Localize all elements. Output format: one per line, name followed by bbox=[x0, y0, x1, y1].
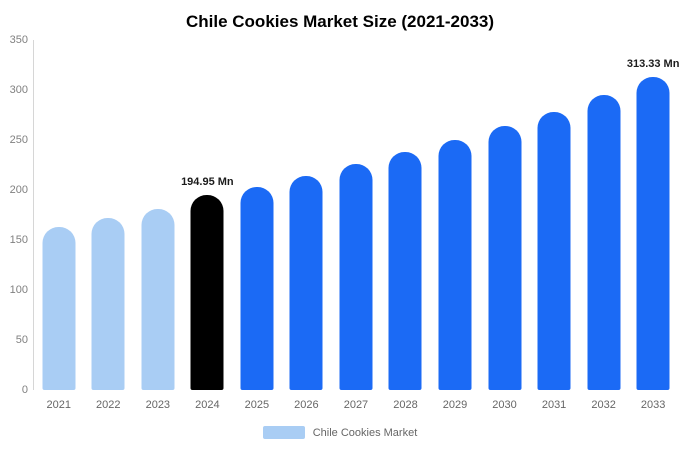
y-axis-tick-label: 300 bbox=[9, 84, 28, 96]
bar-slot bbox=[133, 40, 183, 390]
x-axis-label: 2029 bbox=[442, 399, 468, 411]
bar-2029[interactable] bbox=[438, 140, 472, 390]
bar-slot: 194.95 Mn bbox=[181, 40, 234, 390]
x-axis-labels: 2021 2022 2023 2024 2025 2026 2027 2028 2029 2030… bbox=[34, 399, 678, 411]
bar-slot bbox=[282, 40, 332, 390]
bar-2027[interactable] bbox=[339, 164, 373, 390]
bar-2021[interactable] bbox=[42, 227, 76, 390]
y-axis-tick-label: 150 bbox=[9, 234, 28, 246]
bar-slot bbox=[331, 40, 381, 390]
bar-slot: 313.33 Mn bbox=[626, 40, 680, 390]
x-axis-label: 2024 bbox=[195, 399, 220, 411]
bar-slot bbox=[430, 40, 480, 390]
x-axis-label: 2032 bbox=[591, 399, 616, 411]
chart-title: Chile Cookies Market Size (2021-2033) bbox=[185, 12, 495, 31]
bar-slot bbox=[84, 40, 134, 390]
bar-2023[interactable] bbox=[141, 209, 175, 390]
bar-slot bbox=[381, 40, 431, 390]
x-axis-label: 2030 bbox=[492, 399, 517, 411]
bar-slot bbox=[480, 40, 530, 390]
x-axis-label: 2023 bbox=[145, 399, 171, 411]
y-axis-tick-label: 350 bbox=[9, 34, 28, 46]
y-axis-tick-label: 100 bbox=[9, 284, 28, 296]
x-axis-label: 2028 bbox=[393, 399, 418, 411]
bar-2031[interactable] bbox=[537, 112, 571, 390]
bar-value-label: 194.95 Mn bbox=[181, 176, 234, 188]
legend-label: Chile Cookies Market bbox=[312, 426, 418, 439]
bar-slot bbox=[232, 40, 282, 390]
y-axis-line bbox=[33, 40, 34, 390]
y-axis-tick-label: 250 bbox=[9, 134, 28, 146]
bar-2026[interactable] bbox=[289, 176, 323, 390]
x-axis-label: 2031 bbox=[541, 399, 567, 411]
y-axis: 0 50 100 150 200 250 300 350 bbox=[0, 0, 28, 450]
x-axis-label: 2022 bbox=[96, 399, 121, 411]
bar-2033[interactable] bbox=[636, 77, 670, 390]
bars-row: 194.95 Mn 313.33 Mn bbox=[34, 40, 680, 390]
bar-2028[interactable] bbox=[388, 152, 422, 390]
y-axis-tick-label: 50 bbox=[15, 334, 28, 346]
bar-2030[interactable] bbox=[488, 126, 522, 390]
bar-2032[interactable] bbox=[587, 95, 621, 390]
bar-2025[interactable] bbox=[240, 187, 274, 390]
bar-slot bbox=[529, 40, 579, 390]
x-axis-label: 2021 bbox=[46, 399, 71, 411]
y-axis-tick-label: 200 bbox=[9, 184, 28, 196]
bar-value-label: 313.33 Mn bbox=[626, 58, 680, 70]
bar-2022[interactable] bbox=[91, 218, 125, 390]
legend-swatch bbox=[262, 426, 305, 439]
x-axis-label: 2027 bbox=[343, 399, 369, 411]
bar-slot bbox=[34, 40, 84, 390]
x-axis-label: 2025 bbox=[244, 399, 270, 411]
x-axis-label: 2026 bbox=[294, 399, 319, 411]
legend[interactable]: Chile Cookies Market bbox=[0, 426, 680, 439]
bar-slot bbox=[579, 40, 629, 390]
x-axis-label: 2033 bbox=[640, 399, 666, 411]
bar-2024[interactable] bbox=[190, 195, 224, 390]
y-axis-tick-label: 0 bbox=[21, 384, 28, 396]
